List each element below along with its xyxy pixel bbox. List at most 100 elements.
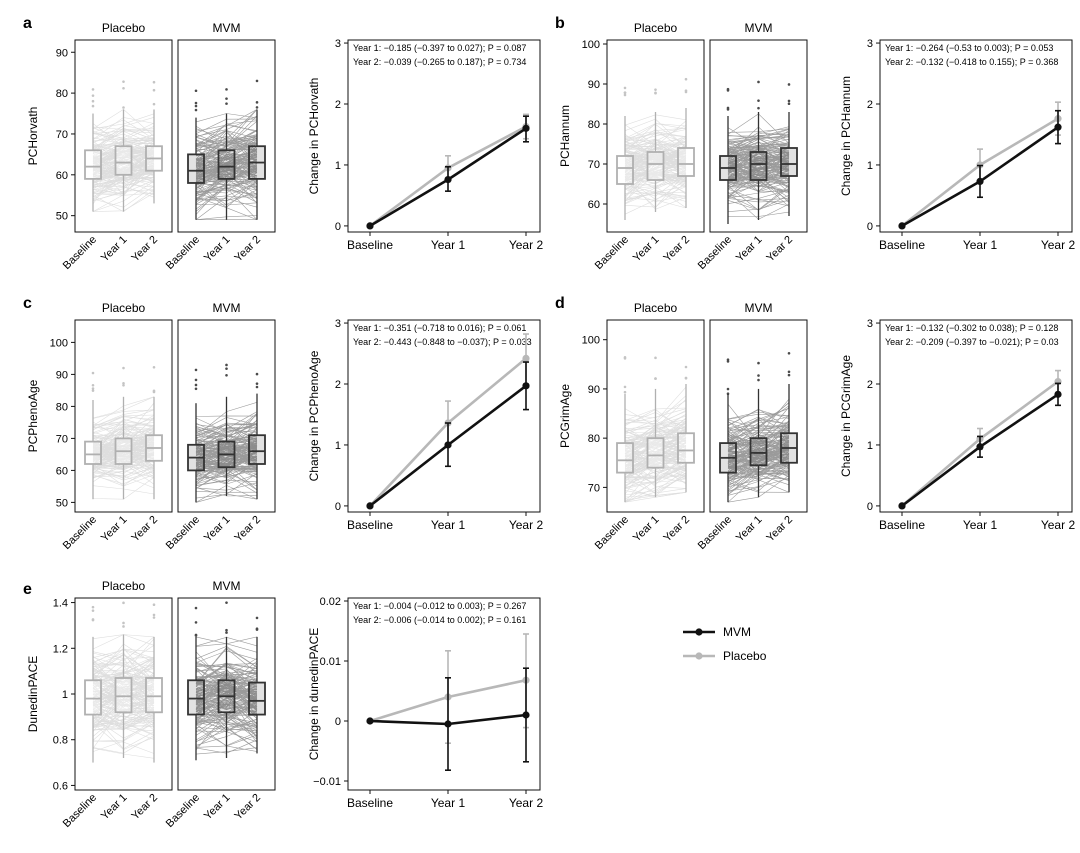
- participant-line: [92, 158, 155, 181]
- box-iqr: [646, 437, 665, 469]
- x-tick-label: Baseline: [61, 792, 99, 830]
- outlier-point: [194, 633, 198, 637]
- participant-line: [92, 444, 155, 460]
- outlier-point: [194, 101, 198, 105]
- x-tick-label: Year 1: [631, 514, 662, 545]
- participant-line: [727, 441, 790, 445]
- stat-annotation: Year 2: −0.209 (−0.397 to −0.021); P = 0…: [885, 337, 1059, 347]
- placebo-box-panel: Placebo Baseline Year 1 Year 2: [61, 579, 173, 830]
- outlier-point: [255, 385, 259, 389]
- stat-annotation: Year 2: −0.006 (−0.014 to 0.002); P = 0.…: [353, 615, 526, 625]
- participant-line: [727, 158, 790, 171]
- participant-line: [624, 152, 687, 175]
- outlier-point: [91, 94, 95, 97]
- participant-line: [92, 703, 155, 711]
- data-point: [1054, 123, 1062, 131]
- outlier-point: [684, 89, 688, 92]
- x-tick-label: Baseline: [347, 238, 393, 252]
- outlier-point: [194, 387, 198, 391]
- outlier-point: [255, 101, 259, 104]
- box-iqr: [248, 434, 266, 465]
- y-axis-label: Change in PCHorvath: [307, 78, 321, 195]
- data-point: [976, 443, 984, 451]
- x-tick-label: Year 1: [431, 796, 466, 810]
- y-tick-label: 1: [335, 160, 341, 172]
- participant-line: [195, 446, 258, 467]
- placebo-group-title: Placebo: [102, 21, 146, 35]
- participant-line: [624, 454, 687, 463]
- outlier-point: [623, 86, 627, 90]
- placebo-group-title: Placebo: [634, 301, 678, 315]
- mvm-group-title: MVM: [213, 21, 241, 35]
- placebo-frame: [74, 597, 173, 791]
- y-tick-label: 90: [56, 369, 68, 381]
- box-iqr: [187, 679, 205, 716]
- mvm-frame: [177, 319, 276, 513]
- participant-line: [624, 160, 687, 178]
- placebo-box-panel: Placebo Baseline Year 1 Year 2: [593, 21, 705, 272]
- participant-line: [92, 689, 155, 709]
- participant-line: [92, 687, 155, 695]
- participant-line: [624, 150, 687, 162]
- outlier-point: [152, 102, 156, 106]
- participant-line: [92, 150, 155, 155]
- outlier-point: [194, 378, 198, 382]
- x-tick-label: Year 1: [963, 238, 998, 252]
- participant-line: [195, 170, 258, 204]
- participant-line: [92, 451, 155, 457]
- participant-line: [92, 701, 155, 728]
- outlier-point: [122, 80, 125, 83]
- participant-line: [727, 414, 790, 450]
- participant-line: [195, 691, 258, 712]
- data-point: [444, 175, 452, 184]
- box-iqr: [217, 149, 236, 180]
- stat-annotation: Year 2: −0.132 (−0.418 to 0.155); P = 0.…: [885, 57, 1058, 67]
- outlier-point: [152, 390, 156, 394]
- outlier-point: [684, 77, 688, 81]
- placebo-group-title: Placebo: [634, 21, 678, 35]
- series-mvm: [898, 109, 1062, 230]
- participant-line: [92, 447, 155, 474]
- outlier-point: [757, 378, 760, 382]
- outlier-point: [726, 108, 730, 111]
- y-tick-label: 50: [56, 497, 68, 509]
- x-tick-label: Baseline: [61, 234, 99, 272]
- data-point: [522, 124, 530, 132]
- mvm-group-title: MVM: [213, 301, 241, 315]
- participant-line: [92, 154, 155, 191]
- x-tick-label: Year 1: [202, 792, 233, 823]
- outlier-point: [787, 373, 791, 377]
- x-tick-label: Year 1: [431, 518, 466, 532]
- outlier-point: [654, 91, 657, 95]
- participant-line: [624, 451, 687, 467]
- y-tick-label: 2: [867, 379, 873, 391]
- x-tick-label: Year 1: [631, 234, 662, 265]
- participant-line: [195, 136, 258, 154]
- participant-line: [624, 151, 687, 164]
- mvm-group-title: MVM: [745, 21, 773, 35]
- outlier-point: [91, 88, 95, 91]
- outlier-point: [194, 108, 198, 112]
- x-tick-label: Year 2: [232, 234, 263, 265]
- legend-mvm-marker: [695, 628, 703, 636]
- stat-annotation: Year 1: −0.351 (−0.718 to 0.016); P = 0.…: [353, 323, 526, 333]
- outlier-point: [194, 606, 198, 610]
- outlier-point: [726, 387, 730, 391]
- participant-line: [195, 173, 258, 181]
- mvm-box-panel: MVM Baseline Year 1 Year 2: [696, 301, 808, 552]
- x-tick-label: Year 2: [232, 514, 263, 545]
- placebo-group-title: Placebo: [102, 301, 146, 315]
- mvm-box-panel: MVM Baseline Year 1 Year 2: [164, 21, 276, 272]
- y-tick-label: 0: [335, 716, 341, 728]
- outlier-point: [757, 99, 760, 102]
- legend: MVM Placebo: [683, 625, 767, 663]
- outlier-point: [225, 363, 228, 367]
- outlier-point: [152, 88, 156, 92]
- outlier-point: [225, 631, 228, 634]
- outlier-point: [194, 368, 198, 372]
- outlier-point: [194, 621, 198, 624]
- outlier-point: [152, 80, 156, 84]
- participant-line: [195, 442, 258, 453]
- mvm-group-title: MVM: [745, 301, 773, 315]
- x-tick-label: Year 1: [431, 238, 466, 252]
